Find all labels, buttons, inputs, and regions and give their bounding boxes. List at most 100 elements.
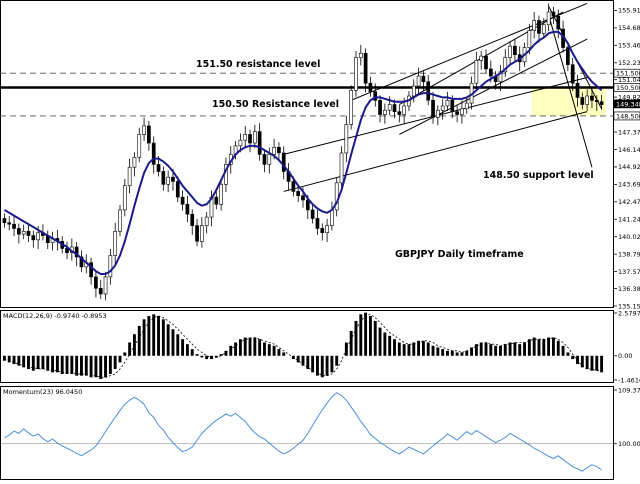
candle <box>599 95 604 110</box>
candle-body <box>281 152 286 172</box>
candle-body <box>436 109 440 118</box>
candle <box>508 41 512 64</box>
candle <box>537 15 541 43</box>
candle-body <box>455 111 459 115</box>
candle-body <box>17 228 21 235</box>
candle-body <box>378 99 382 115</box>
price-tick-label: 153.460 <box>618 42 640 50</box>
candle-body <box>277 146 281 154</box>
candle <box>498 65 503 92</box>
candle-body <box>363 52 368 84</box>
candle <box>195 218 199 247</box>
candle-body <box>503 57 508 73</box>
candle <box>546 3 551 32</box>
candle-body <box>291 181 296 192</box>
candle-body <box>79 256 84 268</box>
candle-body <box>421 75 426 83</box>
price-tag-label: 150.500 <box>616 84 640 92</box>
price-tags: 151.500 150.500 149.348 148.500 <box>613 68 640 121</box>
price-tick-label: 136.380 <box>618 285 640 293</box>
macd-pane-frame <box>0 310 614 383</box>
candle-body <box>26 230 31 236</box>
candle <box>204 212 209 234</box>
candle <box>373 83 378 107</box>
candle-body <box>180 196 185 205</box>
candle-body <box>301 195 305 201</box>
candle-body <box>383 109 387 115</box>
candle-body <box>440 105 445 111</box>
candle <box>214 188 219 210</box>
candle <box>431 91 435 124</box>
candle <box>363 48 368 93</box>
candle-body <box>262 154 267 165</box>
momentum-line <box>1 392 613 472</box>
price-tag-box <box>613 99 640 109</box>
chart-title: GBPJPY Daily timeframe <box>395 249 524 260</box>
candle <box>185 195 190 223</box>
candle <box>161 166 166 191</box>
candle-body <box>397 111 402 115</box>
candle-body <box>585 95 589 105</box>
moving-average <box>3 30 603 276</box>
price-tag-box <box>613 68 640 78</box>
candle <box>12 215 16 237</box>
candle <box>277 142 281 160</box>
candle-body <box>339 152 344 184</box>
candle <box>113 222 118 265</box>
candle <box>180 190 185 211</box>
candle <box>166 170 170 193</box>
channel-lower-line <box>399 38 588 135</box>
candle <box>541 18 546 39</box>
candle-body <box>513 45 517 55</box>
candle <box>26 222 31 242</box>
candle-body <box>484 55 488 70</box>
candle <box>31 230 36 248</box>
candle <box>142 117 146 141</box>
candle-body <box>113 230 118 256</box>
candle <box>2 213 7 228</box>
candle-body <box>373 91 378 101</box>
candle <box>137 127 142 163</box>
candle-body <box>272 146 276 155</box>
candle <box>7 216 12 231</box>
candle <box>248 129 252 153</box>
price-pane-frame <box>0 0 614 308</box>
candle-body <box>580 97 585 105</box>
macd-tick-label: 0.00 <box>618 352 632 360</box>
candle-body <box>474 60 479 84</box>
candle <box>339 146 344 191</box>
candle-body <box>464 102 469 110</box>
candle-body <box>137 134 142 158</box>
candle-body <box>354 57 358 91</box>
candle <box>94 270 98 298</box>
candle <box>570 57 575 92</box>
candle <box>383 103 387 124</box>
price-tick-label: 137.570 <box>618 268 640 276</box>
candle <box>118 204 122 237</box>
price-tick-label: 152.235 <box>618 59 640 67</box>
candle <box>147 120 151 151</box>
candle <box>416 67 421 94</box>
candle <box>108 248 113 285</box>
candle-body <box>98 287 103 295</box>
price-tag-box <box>613 111 640 121</box>
candle-body <box>330 209 334 226</box>
candle <box>151 136 156 174</box>
candle-body <box>445 99 450 107</box>
momentum-polyline <box>4 392 602 472</box>
candle-body <box>479 55 484 61</box>
price-tick-label: 144.920 <box>618 163 640 171</box>
candle <box>122 179 127 217</box>
price-tag-box <box>613 83 640 92</box>
candle-body <box>257 131 262 155</box>
candle <box>464 98 469 114</box>
candle <box>89 257 93 285</box>
candle-body <box>541 24 546 34</box>
candle-body <box>267 154 272 165</box>
candle-body <box>431 99 435 118</box>
candle <box>281 146 286 180</box>
candle <box>79 250 84 272</box>
support-resistance-zone <box>531 87 606 116</box>
